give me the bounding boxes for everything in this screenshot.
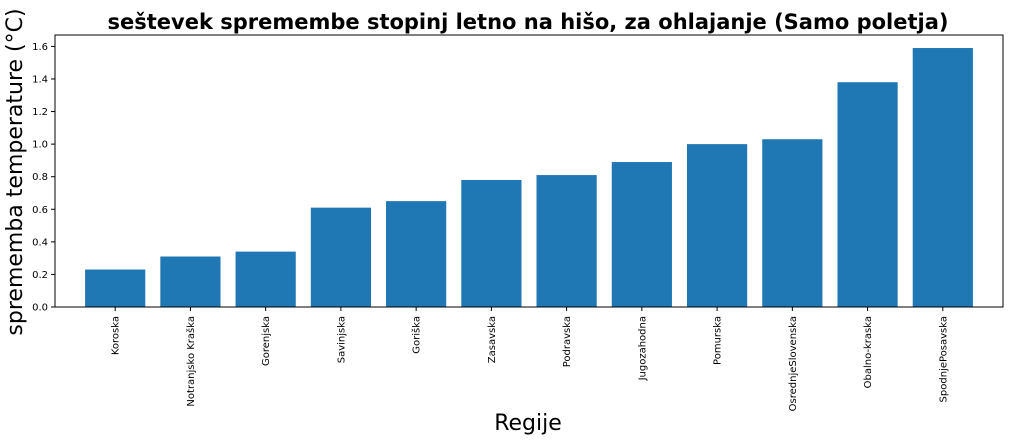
x-tick-label: Goriška [411, 316, 423, 354]
x-tick-label: Podravska [562, 316, 573, 367]
bar-spodnjeposavska [912, 48, 973, 307]
bar-savinjska [310, 207, 371, 307]
x-tick-label: SpodnjePosavska [938, 316, 949, 402]
bar-notranjsko-kra-ka [160, 256, 221, 307]
bar-koroska [85, 269, 146, 307]
plot-frame [54, 34, 1004, 308]
bar-podravska [536, 175, 597, 307]
y-tick-label: 1.2 [32, 107, 48, 118]
x-tick-label: Pomurska [713, 316, 724, 365]
bar-gorenjska [235, 251, 296, 307]
y-tick-label: 0.0 [32, 303, 48, 314]
y-tick-label: 0.2 [32, 270, 48, 281]
x-tick-label: Obalno-kraska [863, 316, 874, 388]
bar-obalno-kraska [837, 82, 898, 307]
bar-jugozahodna [611, 162, 672, 307]
y-tick-label: 1.4 [32, 74, 48, 85]
y-axis-label: sprememba temperature (°C) [3, 8, 28, 335]
bar-osrednjeslovenska [762, 139, 823, 307]
y-tick-label: 1.0 [32, 140, 48, 151]
plot-area: Koroska Notranjsko Kraška Gorenjska Savinjs… [32, 34, 1004, 411]
bar-pomurska [687, 144, 748, 307]
y-tick-label: 0.6 [32, 205, 48, 216]
chart-title: seštevek spremembe stopinj letno na hišo… [107, 10, 948, 34]
x-tick-label: Koroska [111, 316, 122, 355]
y-tick-label: 0.8 [32, 172, 48, 183]
x-tick-label: Gorenjska [261, 316, 272, 366]
x-tick-label: Zasavska [487, 316, 498, 363]
bar-zasavska [461, 179, 522, 307]
x-tick-label: Jugozahodna [637, 316, 648, 381]
bar-gori-ka [386, 201, 447, 307]
x-tick-label: Notranjsko Kraška [185, 316, 197, 407]
y-tick-label: 1.6 [32, 42, 48, 53]
y-tick-label: 0.4 [32, 237, 48, 248]
x-axis-label: Regije [494, 411, 562, 436]
x-tick-label: OsrednjeSlovenska [788, 316, 799, 411]
x-tick-label: Savinjska [336, 316, 347, 363]
